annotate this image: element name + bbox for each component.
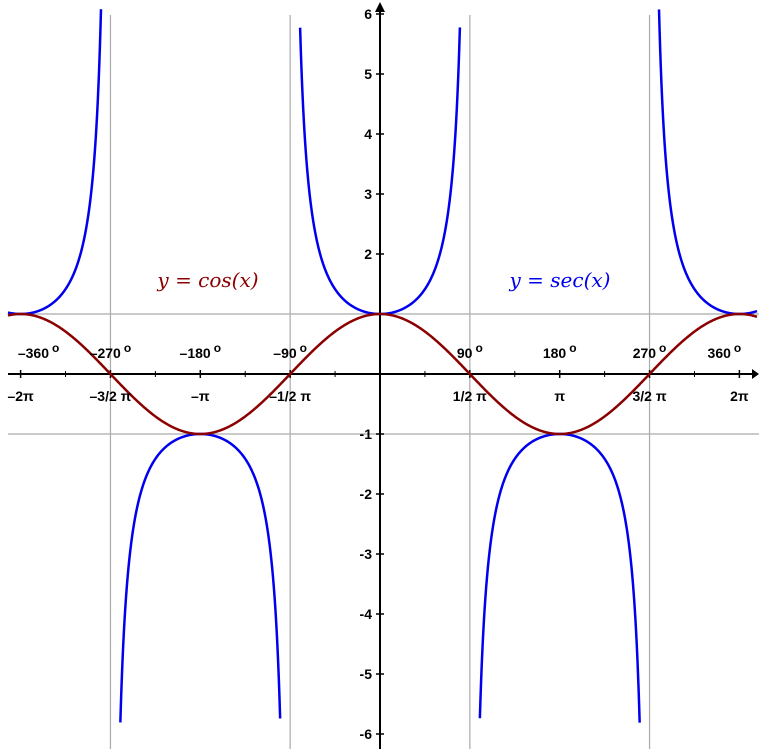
y-tick-label: -5 [360,666,373,682]
x-tick-label-degrees: –180 o [180,341,222,361]
y-tick-label: 6 [364,6,372,22]
degree-symbol: o [659,341,666,355]
degree-symbol: o [124,341,131,355]
x-tick-label-degrees: 180 o [543,341,577,361]
degree-symbol: o [52,341,59,355]
cos-curve [7,312,758,436]
x-tick-label-radians: 3/2 π [633,388,667,404]
y-tick-label: 2 [364,246,372,262]
sec-curve [7,9,758,723]
guide-lines [8,15,759,749]
curves [7,9,758,723]
y-tick-label: -3 [360,546,373,562]
x-tick-label-degrees: –270 o [90,341,132,361]
degree-symbol: o [475,341,482,355]
degree-symbol: o [214,341,221,355]
degree-symbol: o [569,341,576,355]
axes [8,2,759,749]
y-tick-label: 5 [364,66,372,82]
y-tick-label: -2 [360,486,373,502]
x-tick-label-degrees: –360 o [18,341,60,361]
x-tick-label-radians: 1/2 π [453,388,487,404]
x-tick-label-radians: 2π [730,388,749,404]
x-tick-label-degrees: 360 o [708,341,742,361]
y-tick-label: 4 [364,126,372,142]
x-tick-label-radians: π [554,388,565,404]
x-tick-label-radians: –π [191,388,210,404]
y-tick-label: -6 [360,726,373,742]
x-axis-arrow [752,369,759,379]
y-axis-arrow [375,2,385,12]
sec-function-label: y = sec(x) [509,268,611,292]
y-tick-label: 3 [364,186,372,202]
x-tick-label-radians: –3/2 π [90,388,132,404]
degree-symbol: o [300,341,307,355]
cos-function-label: y = cos(x) [156,268,258,292]
y-tick-label: -1 [360,426,373,442]
x-tick-label-radians: –2π [7,388,34,404]
degree-symbol: o [734,341,741,355]
x-tick-label-radians: –1/2 π [269,388,311,404]
y-tick-label: -4 [360,606,373,622]
